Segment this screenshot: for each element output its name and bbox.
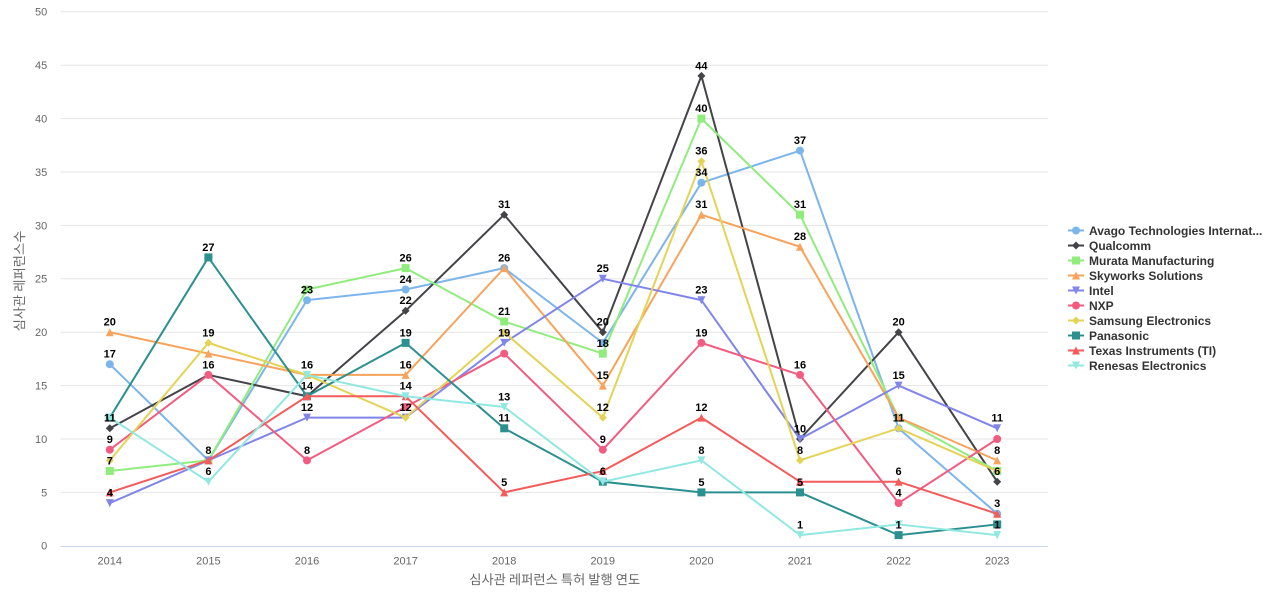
svg-text:9: 9 — [107, 434, 113, 446]
svg-text:50: 50 — [35, 7, 47, 19]
svg-text:5: 5 — [41, 487, 47, 499]
svg-text:12: 12 — [597, 402, 609, 414]
svg-text:26: 26 — [399, 253, 411, 265]
svg-text:12: 12 — [399, 402, 411, 414]
svg-text:0: 0 — [41, 541, 47, 553]
svg-text:7: 7 — [107, 455, 113, 467]
svg-text:9: 9 — [600, 434, 606, 446]
svg-text:Intel: Intel — [1089, 284, 1114, 298]
svg-text:11: 11 — [104, 413, 116, 425]
svg-text:23: 23 — [695, 285, 707, 297]
svg-text:15: 15 — [892, 370, 904, 382]
svg-text:16: 16 — [301, 359, 313, 371]
svg-text:1: 1 — [994, 520, 1000, 532]
svg-text:2022: 2022 — [886, 556, 910, 568]
svg-text:21: 21 — [498, 306, 510, 318]
svg-text:16: 16 — [202, 359, 214, 371]
svg-text:5: 5 — [797, 477, 803, 489]
svg-text:16: 16 — [794, 359, 806, 371]
svg-text:20: 20 — [597, 317, 609, 329]
svg-text:NXP: NXP — [1089, 299, 1114, 313]
svg-text:3: 3 — [994, 498, 1000, 510]
svg-text:25: 25 — [597, 263, 609, 275]
svg-text:2018: 2018 — [492, 556, 516, 568]
svg-text:18: 18 — [597, 338, 609, 350]
svg-text:19: 19 — [399, 327, 411, 339]
svg-text:5: 5 — [698, 477, 704, 489]
svg-text:8: 8 — [797, 445, 803, 457]
svg-text:2019: 2019 — [591, 556, 615, 568]
svg-text:2015: 2015 — [196, 556, 220, 568]
svg-text:2016: 2016 — [295, 556, 319, 568]
svg-text:2017: 2017 — [393, 556, 417, 568]
svg-text:20: 20 — [104, 317, 116, 329]
svg-text:Murata Manufacturing: Murata Manufacturing — [1089, 254, 1214, 268]
svg-text:40: 40 — [35, 114, 47, 126]
svg-text:10: 10 — [794, 423, 806, 435]
svg-text:15: 15 — [35, 381, 47, 393]
svg-text:40: 40 — [695, 103, 707, 115]
svg-text:15: 15 — [597, 370, 609, 382]
svg-text:14: 14 — [301, 381, 314, 393]
svg-text:6: 6 — [994, 466, 1000, 478]
svg-text:35: 35 — [35, 167, 47, 179]
svg-text:6: 6 — [205, 466, 211, 478]
svg-text:31: 31 — [794, 199, 806, 211]
svg-text:8: 8 — [205, 445, 211, 457]
svg-text:8: 8 — [698, 445, 704, 457]
svg-text:Avago Technologies Internat...: Avago Technologies Internat... — [1089, 224, 1262, 238]
svg-text:5: 5 — [501, 477, 507, 489]
svg-text:Qualcomm: Qualcomm — [1089, 239, 1151, 253]
svg-text:28: 28 — [794, 231, 806, 243]
svg-text:Renesas Electronics: Renesas Electronics — [1089, 359, 1207, 373]
svg-text:6: 6 — [896, 466, 902, 478]
svg-text:36: 36 — [695, 146, 707, 158]
svg-text:13: 13 — [498, 391, 510, 403]
svg-text:16: 16 — [399, 359, 411, 371]
svg-text:25: 25 — [35, 274, 47, 286]
svg-text:20: 20 — [35, 327, 47, 339]
svg-text:45: 45 — [35, 60, 47, 72]
svg-text:11: 11 — [498, 413, 510, 425]
svg-text:Texas Instruments (TI): Texas Instruments (TI) — [1089, 344, 1216, 358]
svg-text:1: 1 — [797, 520, 803, 532]
svg-text:8: 8 — [994, 445, 1000, 457]
svg-text:Panasonic: Panasonic — [1089, 329, 1149, 343]
svg-text:12: 12 — [301, 402, 313, 414]
svg-text:31: 31 — [695, 199, 707, 211]
svg-text:Samsung Electronics: Samsung Electronics — [1089, 314, 1211, 328]
svg-text:34: 34 — [695, 167, 708, 179]
svg-text:44: 44 — [695, 60, 708, 72]
svg-text:2014: 2014 — [98, 556, 122, 568]
svg-text:4: 4 — [896, 487, 903, 499]
svg-text:27: 27 — [202, 242, 214, 254]
svg-text:22: 22 — [399, 295, 411, 307]
svg-text:2023: 2023 — [985, 556, 1009, 568]
svg-text:24: 24 — [399, 274, 412, 286]
svg-text:37: 37 — [794, 135, 806, 147]
svg-text:2020: 2020 — [689, 556, 713, 568]
svg-text:31: 31 — [498, 199, 510, 211]
svg-text:30: 30 — [35, 220, 47, 232]
svg-text:8: 8 — [304, 445, 310, 457]
svg-text:6: 6 — [600, 466, 606, 478]
svg-text:19: 19 — [498, 327, 510, 339]
svg-text:1: 1 — [896, 520, 902, 532]
svg-text:11: 11 — [991, 413, 1003, 425]
svg-text:12: 12 — [695, 402, 707, 414]
svg-text:23: 23 — [301, 285, 313, 297]
svg-text:Skyworks Solutions: Skyworks Solutions — [1089, 269, 1203, 283]
svg-text:26: 26 — [498, 253, 510, 265]
svg-text:19: 19 — [202, 327, 214, 339]
svg-text:20: 20 — [892, 317, 904, 329]
svg-text:14: 14 — [399, 381, 412, 393]
svg-text:2021: 2021 — [788, 556, 812, 568]
svg-text:17: 17 — [104, 349, 116, 361]
svg-text:4: 4 — [107, 487, 114, 499]
svg-text:19: 19 — [695, 327, 707, 339]
svg-text:11: 11 — [893, 413, 905, 425]
svg-text:10: 10 — [35, 434, 47, 446]
